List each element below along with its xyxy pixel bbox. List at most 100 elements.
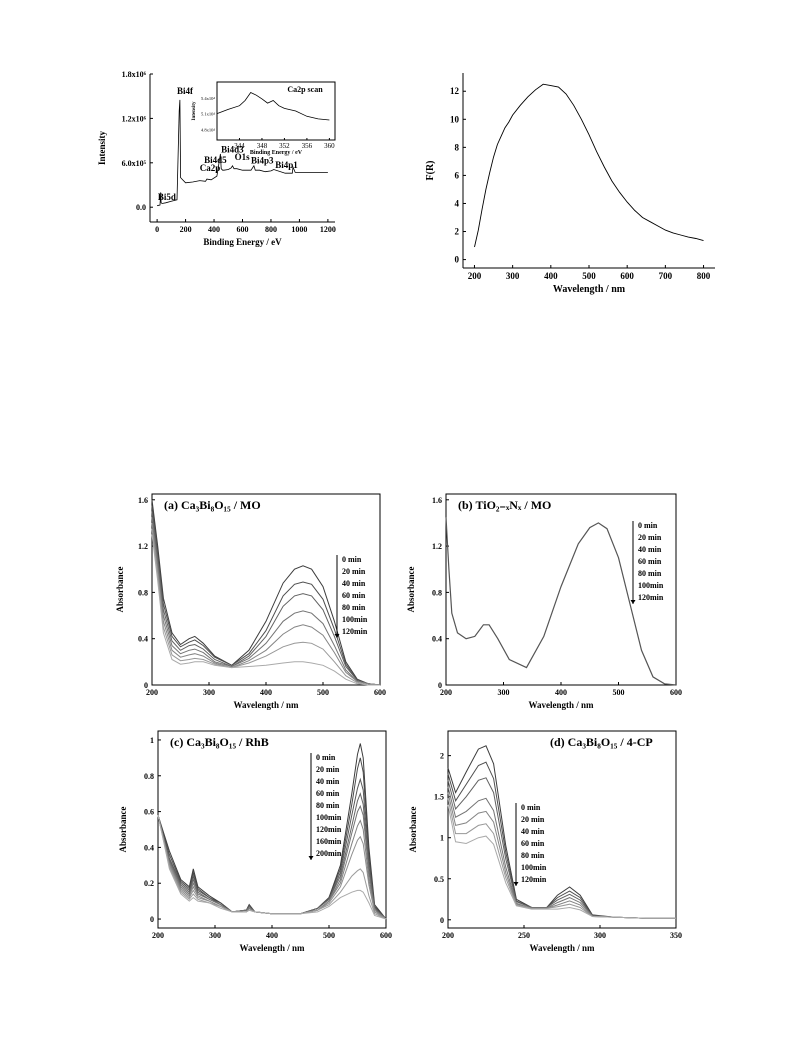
x-tick-label: 500 — [582, 271, 596, 281]
series-line — [151, 505, 381, 686]
inset-x-tick-label: 352 — [279, 142, 290, 150]
y-tick-label: 4 — [455, 198, 460, 208]
x-tick-label: 700 — [659, 271, 673, 281]
y-tick-label: 1.8x10⁶ — [122, 70, 147, 79]
inset-x-tick-label: 348 — [257, 142, 268, 150]
legend-entry: 40 min — [316, 777, 340, 786]
y-tick-label: 0 — [440, 916, 444, 925]
inset-title: Ca2p scan — [287, 85, 323, 94]
x-tick-label: 300 — [498, 688, 510, 697]
series-line — [151, 522, 381, 686]
legend-entry: 0 min — [342, 555, 362, 564]
peak-label: Bi4d5 — [204, 155, 227, 165]
panel-c-plot: 200 300 400 500 600 0 0.2 0.4 0.6 0.8 1 Wavelength … — [118, 730, 392, 953]
x-axis-label: Wavelength / nm — [528, 700, 594, 710]
y-tick-label: 0 — [144, 681, 148, 690]
panel-a-plot: 200 300 400 500 600 0 0.4 0.8 1.2 1.6 Wavelength /… — [115, 493, 386, 710]
y-tick-label: 0 — [455, 255, 460, 265]
legend-entry: 20 min — [342, 567, 366, 576]
series-line — [447, 786, 676, 919]
series-line — [151, 534, 380, 686]
peak-label: Bi4p1 — [275, 160, 298, 170]
y-axis-label: F(R) — [425, 161, 436, 181]
peak-label: Bi4d3 — [221, 144, 244, 154]
x-tick-label: 300 — [594, 931, 606, 940]
x-tick-label: 200 — [468, 271, 482, 281]
peak-label: Bi4p3 — [251, 156, 274, 166]
series-line — [157, 792, 387, 920]
series-line — [157, 815, 387, 920]
series-line — [447, 761, 676, 919]
y-tick-label: 0 — [438, 681, 442, 690]
y-tick-label: 1.2 — [432, 542, 442, 551]
y-tick-label: 2 — [440, 752, 444, 761]
xps-panel: 0 200 400 600 800 1000 1200 0.0 6.0x10⁵ 1.2x10⁶ 1.… — [95, 62, 345, 252]
x-tick-label: 1200 — [320, 225, 336, 234]
legend-entry: 20 min — [521, 815, 545, 824]
y-tick-label: 0.4 — [432, 635, 442, 644]
x-tick-label: 0 — [155, 225, 159, 234]
chart-title: (a) Ca₃Bi₈O₁₅ / MO — [164, 498, 261, 512]
x-tick-label: 600 — [670, 688, 682, 697]
x-tick-label: 200 — [180, 225, 192, 234]
series-line — [157, 804, 387, 920]
peak-label: Bi4f — [177, 86, 194, 96]
panel-c-chart: 200 300 400 500 600 0 0.2 0.4 0.6 0.8 1 Wavelength … — [118, 730, 392, 953]
legend-entry: 120min — [342, 627, 368, 636]
x-tick-label: 200 — [440, 688, 452, 697]
legend-entry: 0 min — [521, 803, 541, 812]
series-line — [157, 815, 387, 920]
y-tick-label: 0.6 — [144, 808, 154, 817]
x-axis-label: Wavelength / nm — [529, 943, 595, 953]
x-tick-label: 600 — [374, 688, 386, 697]
y-tick-label: 2 — [455, 227, 460, 237]
series-line — [157, 99, 328, 207]
y-tick-label: 0.5 — [434, 875, 444, 884]
legend-entry: 120min — [638, 593, 664, 602]
y-tick-label: 1 — [150, 736, 154, 745]
y-axis-label: Absorbance — [408, 806, 418, 852]
x-tick-label: 200 — [152, 931, 164, 940]
y-tick-label: 6.0x10⁵ — [122, 159, 147, 168]
legend-entry: 20 min — [316, 765, 340, 774]
y-tick-label: 1.5 — [434, 793, 444, 802]
x-axis-label: Wavelength / nm — [233, 700, 299, 710]
legend-entry: 20 min — [638, 533, 662, 542]
series-line — [157, 815, 387, 920]
drs-plot: 200 300 400 500 600 700 800 0 2 4 6 8 10 12 Wavelength… — [425, 73, 715, 295]
x-tick-label: 400 — [544, 271, 558, 281]
peak-label: O1s — [235, 152, 251, 162]
y-tick-label: 1 — [440, 834, 444, 843]
series-line — [151, 517, 381, 686]
y-tick-label: 0.8 — [138, 588, 148, 597]
inset-x-tick-label: 360 — [324, 142, 335, 150]
series-line — [151, 499, 381, 686]
series-line — [447, 792, 676, 919]
x-tick-label: 300 — [506, 271, 520, 281]
x-tick-label: 350 — [670, 931, 682, 940]
y-tick-label: 0.4 — [138, 635, 148, 644]
legend-entry: 100min — [521, 863, 547, 872]
xps-chart: 0 200 400 600 800 1000 1200 0.0 6.0x10⁵ 1.2x10⁶ 1.… — [97, 70, 336, 247]
panel-b-plot: 200 300 400 500 600 0 0.4 0.8 1.2 1.6 Wavelength /… — [406, 493, 682, 710]
legend-entry: 160min — [316, 837, 342, 846]
x-tick-label: 500 — [613, 688, 625, 697]
time-arrow-head — [513, 882, 519, 886]
legend-entry: 200min — [316, 849, 342, 858]
x-tick-label: 400 — [208, 225, 220, 234]
panel-d-plot: 200 250 300 350 0 0.5 1 1.5 2 Wavelength / nm Abso… — [408, 730, 682, 953]
legend-entry: 100min — [638, 581, 664, 590]
inset-x-label: Binding Energy / eV — [250, 150, 303, 156]
series-line — [151, 511, 381, 686]
legend-entry: 0 min — [638, 521, 658, 530]
x-tick-label: 800 — [265, 225, 277, 234]
x-tick-label: 300 — [209, 931, 221, 940]
inset-x-tick-label: 356 — [302, 142, 313, 150]
y-axis-label: Absorbance — [118, 806, 128, 852]
x-tick-label: 400 — [260, 688, 272, 697]
y-tick-label: 1.2 — [138, 542, 148, 551]
series-line — [157, 815, 387, 920]
series-line — [447, 777, 676, 919]
legend-entry: 60 min — [316, 789, 340, 798]
legend-entry: 40 min — [521, 827, 545, 836]
